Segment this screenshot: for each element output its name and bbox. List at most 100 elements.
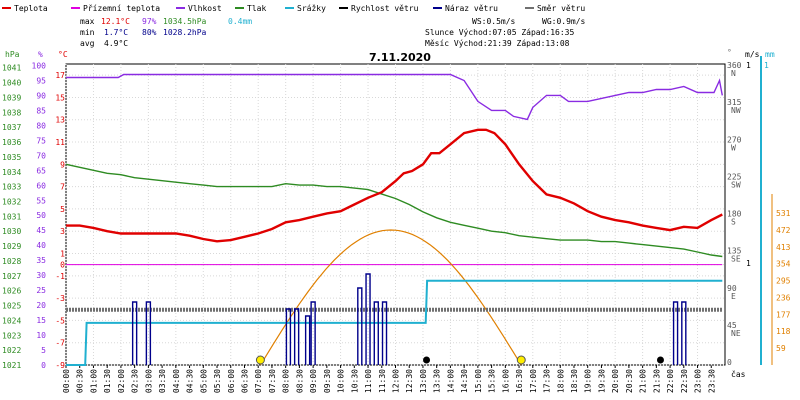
dir-tick-7: 45 (727, 321, 737, 330)
stat-max-label: max (80, 17, 95, 26)
hpa-tick-12: 1029 (2, 242, 21, 251)
pct-tick-18: 10 (36, 331, 46, 340)
temp-tick-13: -7 (55, 339, 65, 348)
dir-tick-4: 180 (727, 210, 742, 219)
solar-tick-6: 177 (776, 310, 791, 319)
legend-label-6: Náraz větru (445, 4, 498, 13)
hpa-tick-3: 1038 (2, 108, 21, 117)
pct-tick-20: 0 (41, 361, 46, 370)
info-wg: WG:0.9m/s (542, 17, 586, 26)
time-tick-5: 02:30 (131, 369, 140, 393)
time-tick-37: 18:30 (570, 369, 579, 393)
time-tick-38: 19:00 (584, 369, 593, 393)
time-tick-34: 17:00 (529, 369, 538, 393)
time-tick-29: 14:30 (460, 369, 469, 393)
legend-label-3: Tlak (247, 4, 266, 13)
temp-tick-14: -9 (55, 361, 65, 370)
wind-gust-spike-10 (672, 301, 679, 365)
pct-tick-11: 45 (36, 226, 46, 235)
time-tick-4: 02:00 (117, 369, 126, 393)
wind-gust-spike-8 (373, 301, 379, 365)
solar-tick-5: 236 (776, 293, 791, 302)
legend-label-4: Srážky (297, 4, 326, 13)
time-tick-33: 16:30 (515, 369, 524, 393)
hpa-tick-1: 1040 (2, 79, 21, 88)
pct-tick-15: 25 (36, 286, 46, 295)
axis-unit-ms: m/s (745, 50, 760, 59)
time-tick-24: 12:00 (392, 369, 401, 393)
info-ws: WS:0.5m/s (472, 17, 516, 26)
stat-min-temp: 1.7°C (104, 28, 128, 37)
wind-gust-spike-6 (357, 287, 363, 365)
stat-max-temp: 12.1°C (101, 17, 130, 26)
temp-tick-10: -1 (55, 272, 65, 281)
pct-tick-12: 40 (36, 241, 46, 250)
temp-tick-9: 0 (60, 261, 65, 270)
time-tick-17: 08:30 (295, 369, 304, 393)
pct-tick-14: 30 (36, 271, 46, 280)
dir-label-1: NW (731, 106, 741, 115)
solar-tick-4: 295 (776, 277, 791, 286)
series-pressure (65, 163, 723, 258)
mm-top-tick: 1 (764, 61, 769, 70)
stat-rain: 0.4mm (228, 17, 252, 26)
dir-label-3: SW (731, 180, 741, 189)
plot-area (65, 73, 723, 366)
time-tick-16: 08:00 (282, 369, 291, 393)
axes: 00:00 00:30 01:00 01:30 02:00 02:30 03:00 03:30… (2, 56, 791, 393)
solar-tick-3: 354 (776, 260, 791, 269)
hpa-tick-0: 1041 (2, 64, 21, 73)
hpa-tick-9: 1032 (2, 197, 21, 206)
temp-tick-1: 15 (55, 93, 65, 102)
stat-min-press: 1028.2hPa (163, 28, 207, 37)
time-tick-40: 20:00 (611, 369, 620, 393)
time-tick-25: 12:30 (405, 369, 414, 393)
hpa-tick-13: 1028 (2, 257, 21, 266)
pct-tick-0: 100 (32, 61, 47, 70)
hpa-tick-4: 1037 (2, 123, 21, 132)
dir-tick-3: 225 (727, 172, 742, 181)
stat-min-label: min (80, 28, 95, 37)
pct-tick-5: 75 (36, 136, 46, 145)
pct-tick-3: 85 (36, 106, 46, 115)
temp-tick-0: 17 (55, 71, 65, 80)
hpa-tick-10: 1031 (2, 212, 21, 221)
solar-tick-8: 59 (776, 344, 786, 353)
series-solar (259, 229, 522, 366)
time-tick-2: 01:00 (89, 369, 98, 393)
pct-tick-17: 15 (36, 316, 46, 325)
dir-tick-5: 135 (727, 247, 742, 256)
time-tick-8: 04:00 (172, 369, 181, 393)
axis-unit-deg: ° (727, 48, 732, 57)
series-rain (66, 279, 723, 366)
dir-label-5: SE (731, 255, 741, 264)
wind-gust-spike-3 (293, 308, 300, 365)
moon-icon-0 (423, 356, 431, 364)
pct-tick-13: 35 (36, 256, 46, 265)
dir-label-4: S (731, 218, 736, 227)
temp-tick-2: 13 (55, 116, 65, 125)
time-tick-27: 13:30 (433, 369, 442, 393)
ms-mid-tick: 1 (746, 259, 751, 268)
time-tick-7: 03:30 (158, 369, 167, 393)
stat-min-hum: 80% (142, 28, 157, 37)
time-tick-26: 13:00 (419, 369, 428, 393)
chart-title: 7.11.2020 (369, 51, 431, 64)
pct-tick-8: 60 (36, 181, 46, 190)
time-tick-18: 09:00 (309, 369, 318, 393)
time-tick-13: 06:30 (240, 369, 249, 393)
dir-label-0: N (731, 69, 736, 78)
stat-max-hum: 97% (142, 17, 157, 26)
time-tick-14: 07:00 (254, 369, 263, 393)
wind-gust-spike-1 (145, 301, 152, 365)
wind-gust-spike-9 (381, 301, 388, 365)
stat-max-press: 1034.5hPa (163, 17, 207, 26)
wind-gust-spike-4 (304, 315, 311, 365)
axis-unit-time: čas (731, 369, 746, 379)
hpa-tick-20: 1021 (2, 361, 21, 370)
time-tick-23: 11:30 (378, 369, 387, 393)
dir-tick-6: 90 (727, 284, 737, 293)
time-tick-42: 21:00 (639, 369, 648, 393)
hpa-tick-7: 1034 (2, 168, 21, 177)
